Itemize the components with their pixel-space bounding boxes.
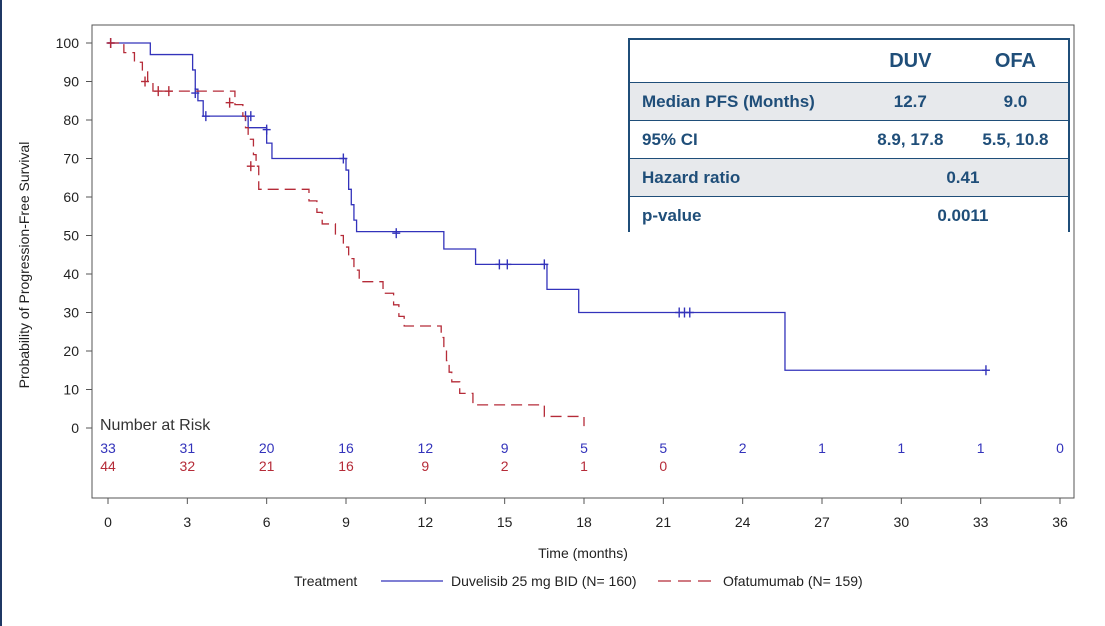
risk-count-duvelisib: 5 [659, 440, 667, 456]
pfs-stats-table: DUV OFA Median PFS (Months) 12.7 9.0 95%… [630, 40, 1068, 234]
stats-row-hazard-ratio: Hazard ratio 0.41 [630, 158, 1068, 197]
risk-count-ofatumumab: 32 [180, 458, 196, 474]
x-tick-label-33: 33 [973, 514, 989, 530]
stats-header-blank [630, 40, 858, 83]
y-tick-label-80: 80 [63, 112, 79, 128]
legend-label-duvelisib: Duvelisib 25 mg BID (N= 160) [451, 573, 637, 589]
risk-table-title: Number at Risk [100, 417, 211, 434]
x-tick-label-6: 6 [263, 514, 271, 530]
y-tick-label-50: 50 [63, 228, 79, 244]
legend-title: Treatment [294, 573, 357, 589]
risk-count-ofatumumab: 16 [338, 458, 354, 474]
x-tick-label-3: 3 [183, 514, 191, 530]
y-tick-label-40: 40 [63, 266, 79, 282]
risk-count-duvelisib: 12 [418, 440, 434, 456]
y-tick-label-60: 60 [63, 189, 79, 205]
risk-count-duvelisib: 33 [100, 440, 116, 456]
stats-header-ofa: OFA [994, 49, 1036, 72]
risk-count-ofatumumab: 21 [259, 458, 275, 474]
y-tick-label-90: 90 [63, 74, 79, 90]
stats-value-combined: 0.0011 [857, 196, 1068, 234]
y-tick-label-100: 100 [56, 35, 80, 51]
risk-count-ofatumumab: 9 [421, 458, 429, 474]
stats-row-p-value: p-value 0.0011 [630, 196, 1068, 234]
risk-count-duvelisib: 20 [259, 440, 275, 456]
stats-value-ofa: 5.5, 10.8 [962, 120, 1068, 159]
stats-label: 95% CI [630, 120, 858, 159]
stats-value-duv: 12.7 [857, 82, 963, 121]
survival-curves [106, 38, 990, 427]
risk-count-duvelisib: 31 [180, 440, 196, 456]
pfs-stats-box: DUV OFA Median PFS (Months) 12.7 9.0 95%… [628, 38, 1070, 234]
x-tick-label-15: 15 [497, 514, 513, 530]
x-tick-label-9: 9 [342, 514, 350, 530]
x-tick-label-12: 12 [418, 514, 434, 530]
x-tick-label-0: 0 [104, 514, 112, 530]
stats-header-row: DUV OFA [630, 40, 1068, 83]
risk-count-ofatumumab: 0 [659, 458, 667, 474]
stats-row-ci: 95% CI 8.9, 17.8 5.5, 10.8 [630, 120, 1068, 159]
x-tick-label-18: 18 [576, 514, 592, 530]
km-curve-ofatumumab [108, 42, 585, 427]
y-tick-label-0: 0 [71, 420, 79, 436]
x-tick-label-30: 30 [894, 514, 910, 530]
risk-count-duvelisib: 1 [977, 440, 985, 456]
y-tick-label-30: 30 [63, 305, 79, 321]
risk-table: 33 31 20 16 12 9 5 5 2 1 1 1 044 32 21 16 9 2 1 0 [100, 440, 1064, 474]
stats-row-median-pfs: Median PFS (Months) 12.7 9.0 [630, 82, 1068, 121]
slide-left-border [0, 0, 2, 626]
risk-count-duvelisib: 0 [1056, 440, 1064, 456]
risk-count-ofatumumab: 44 [100, 458, 116, 474]
x-tick-label-36: 36 [1052, 514, 1068, 530]
stats-header-duv: DUV [889, 49, 932, 72]
stats-value-combined: 0.41 [857, 158, 1068, 197]
legend: Treatment Duvelisib 25 mg BID (N= 160) O… [294, 573, 863, 589]
x-axis: 0 3 6 9 12 15 18 21 24 27 30 33 36 [104, 498, 1068, 530]
stats-label: p-value [630, 196, 858, 234]
risk-count-duvelisib: 1 [897, 440, 905, 456]
x-tick-label-24: 24 [735, 514, 751, 530]
stats-label: Hazard ratio [630, 158, 858, 197]
risk-count-ofatumumab: 2 [501, 458, 509, 474]
y-tick-label-70: 70 [63, 151, 79, 167]
risk-count-ofatumumab: 1 [580, 458, 588, 474]
y-axis-label: Probability of Progression-Free Survival [16, 142, 32, 389]
risk-count-duvelisib: 1 [818, 440, 826, 456]
legend-label-ofatumumab: Ofatumumab (N= 159) [723, 573, 863, 589]
stats-value-ofa: 9.0 [962, 82, 1068, 121]
risk-count-duvelisib: 5 [580, 440, 588, 456]
y-tick-label-20: 20 [63, 343, 79, 359]
x-tick-label-21: 21 [656, 514, 672, 530]
stats-label: Median PFS (Months) [630, 82, 858, 121]
y-tick-label-10: 10 [63, 382, 79, 398]
y-axis: 0 10 20 30 40 50 60 70 80 90 100 [56, 25, 93, 440]
x-axis-label: Time (months) [538, 545, 628, 561]
risk-count-duvelisib: 9 [501, 440, 509, 456]
x-tick-label-27: 27 [814, 514, 830, 530]
stats-value-duv: 8.9, 17.8 [857, 120, 963, 159]
risk-count-duvelisib: 16 [338, 440, 354, 456]
risk-count-duvelisib: 2 [739, 440, 747, 456]
